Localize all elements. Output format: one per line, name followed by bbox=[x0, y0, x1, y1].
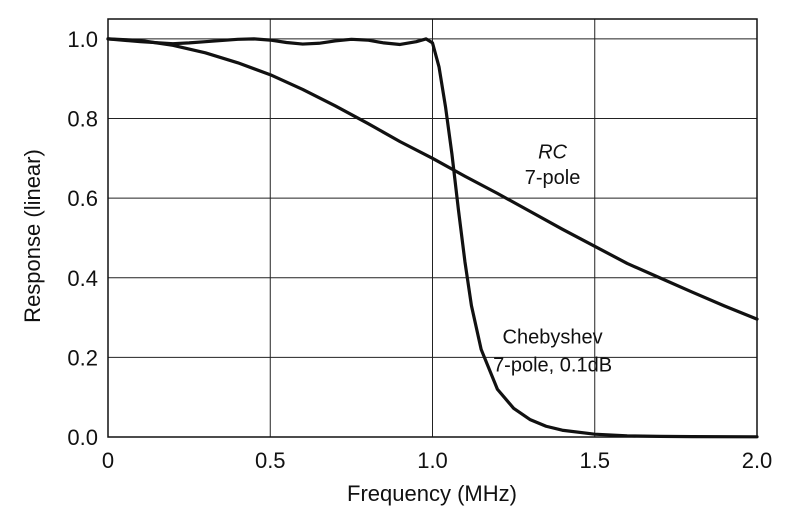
y-tick-label: 0.6 bbox=[67, 186, 98, 211]
grid bbox=[107, 19, 758, 438]
chebyshev-curve bbox=[106, 37, 759, 439]
annotations: RC 7-pole Chebyshev 7-pole, 0.1dB bbox=[493, 141, 612, 376]
annotation-label: RC bbox=[538, 141, 567, 163]
y-tick-label: 0.4 bbox=[67, 266, 98, 291]
x-axis-label: Frequency (MHz) bbox=[347, 481, 517, 506]
annotation-label: 7-pole bbox=[525, 167, 581, 189]
series-group bbox=[106, 37, 759, 439]
y-tick-label: 1.0 bbox=[67, 27, 98, 52]
plot-frame bbox=[107, 18, 758, 438]
rc-curve bbox=[106, 37, 759, 321]
x-tick-label: 0 bbox=[102, 448, 114, 473]
x-tick-label: 0.5 bbox=[255, 448, 286, 473]
x-tick-label: 1.0 bbox=[417, 448, 448, 473]
x-tick-label: 2.0 bbox=[742, 448, 773, 473]
y-tick-label: 0.0 bbox=[67, 425, 98, 450]
tick-labels: 0 0.5 1.0 1.5 2.0 0.0 0.2 0.4 0.6 0.8 1.0 bbox=[67, 27, 772, 473]
annotation-label: Chebyshev bbox=[503, 326, 603, 348]
y-axis-label: Response (linear) bbox=[20, 149, 45, 323]
x-tick-label: 1.5 bbox=[579, 448, 610, 473]
y-tick-label: 0.2 bbox=[67, 345, 98, 370]
y-tick-label: 0.8 bbox=[67, 107, 98, 132]
annotation-label: 7-pole, 0.1dB bbox=[493, 354, 612, 376]
